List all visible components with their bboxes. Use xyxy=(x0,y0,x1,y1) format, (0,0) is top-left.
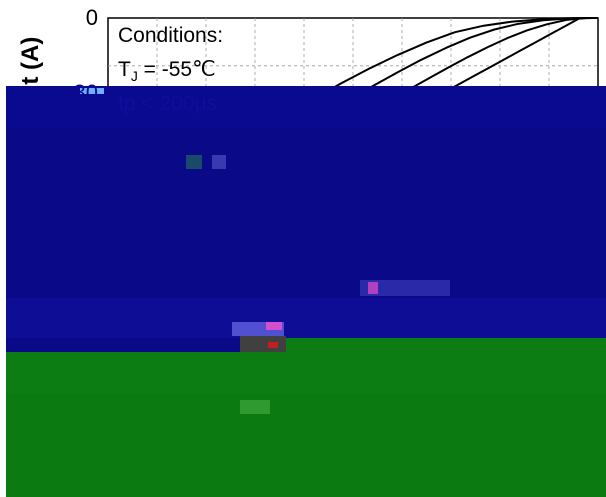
overlay-speckle xyxy=(268,342,278,348)
image-overlay xyxy=(6,86,606,497)
overlay-speckle xyxy=(212,155,226,169)
annotation-tj: TJ = -55℃ xyxy=(118,58,216,84)
y-tick-label: 0 xyxy=(86,5,98,30)
overlay-band-green xyxy=(6,394,606,497)
overlay-band xyxy=(6,128,606,298)
conditions-annotation: Conditions: TJ = -55℃ xyxy=(118,24,223,84)
overlay-speckle xyxy=(360,280,450,296)
y-tick-label: -30 xyxy=(66,80,98,105)
annotation-conditions: Conditions: xyxy=(118,24,223,47)
overlay-speckle xyxy=(240,400,270,414)
annotation-tj-value: = -55℃ xyxy=(138,58,216,81)
overlay-speckle xyxy=(186,155,202,169)
series-line xyxy=(389,17,587,101)
overlay-speckle xyxy=(240,336,286,352)
annotation-tj-prefix: T xyxy=(118,58,131,81)
annotation-tp: tp < 200μs xyxy=(118,92,217,115)
overlay-speckle xyxy=(368,282,378,294)
overlay-band xyxy=(6,298,606,338)
annotation-tj-sub: J xyxy=(131,68,138,84)
overlay-band xyxy=(6,338,286,352)
overlay-speckle xyxy=(266,322,282,330)
overlay-band xyxy=(6,86,606,128)
overlay-speckle xyxy=(80,88,104,94)
series-line xyxy=(347,17,593,101)
